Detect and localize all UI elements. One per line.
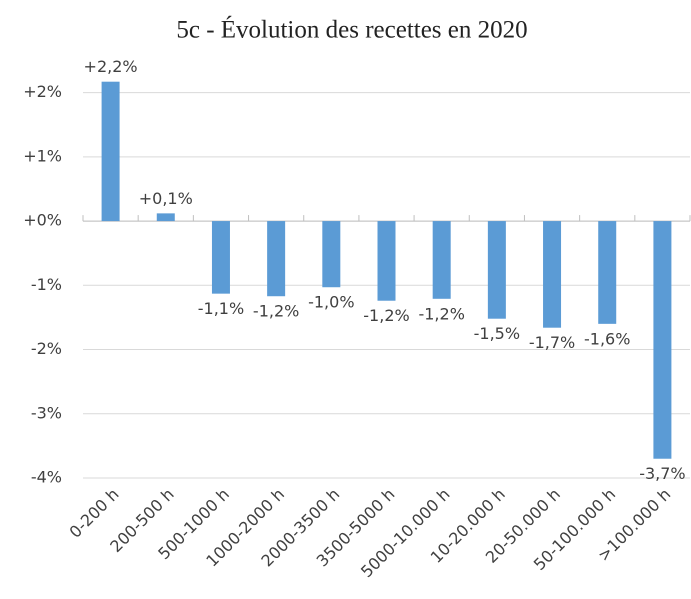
y-tick-label: +2%: [23, 82, 62, 101]
bar: [211, 221, 230, 294]
value-label: -1,0%: [308, 293, 354, 312]
bar: [101, 81, 120, 222]
x-tick-label: 0-200 h: [66, 485, 123, 542]
bar: [653, 221, 672, 459]
y-tick-label: -1%: [31, 275, 62, 294]
y-tick-label: -4%: [31, 468, 62, 487]
value-label: -1,2%: [418, 304, 464, 323]
bar: [267, 221, 286, 297]
value-label: -3,7%: [639, 464, 685, 483]
value-label: +2,2%: [84, 57, 138, 76]
y-tick-label: +1%: [23, 146, 62, 165]
y-tick-label: -2%: [31, 339, 62, 358]
bar: [543, 221, 562, 328]
bar: [156, 213, 175, 222]
value-label: -1,2%: [363, 306, 409, 325]
bar: [322, 221, 341, 288]
chart-title: 5c - Évolution des recettes en 2020: [176, 16, 527, 44]
bar: [487, 221, 506, 319]
bar: [377, 221, 396, 301]
value-label: -1,7%: [529, 333, 575, 352]
value-label: -1,6%: [584, 329, 630, 348]
y-tick-label: -3%: [31, 403, 62, 422]
y-tick-label: +0%: [23, 211, 62, 230]
value-label: -1,2%: [253, 302, 299, 321]
value-label: -1,5%: [474, 324, 520, 343]
bar: [598, 221, 617, 324]
value-label: -1,1%: [198, 299, 244, 318]
value-label: +0,1%: [139, 189, 193, 208]
bar: [432, 221, 451, 299]
